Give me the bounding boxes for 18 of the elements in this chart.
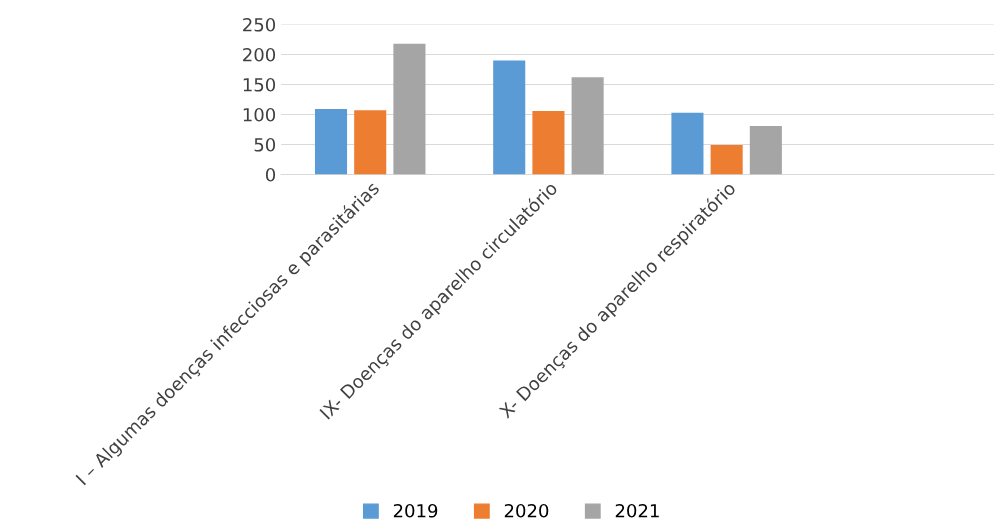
bar xyxy=(749,125,782,175)
y-tick-label: 50 xyxy=(254,137,276,152)
y-tick-label: 150 xyxy=(243,77,276,92)
bar xyxy=(671,112,704,175)
bar xyxy=(710,145,743,175)
bar xyxy=(571,77,604,175)
legend-label: 2019 xyxy=(393,503,438,518)
bar xyxy=(354,110,387,175)
y-tick-label: 0 xyxy=(265,167,276,182)
bar xyxy=(532,110,565,175)
bar xyxy=(493,60,526,175)
bar xyxy=(314,109,348,175)
legend-label: 2020 xyxy=(504,503,549,518)
y-tick-label: 100 xyxy=(243,107,276,122)
y-tick-label: 250 xyxy=(243,17,276,32)
bar xyxy=(393,43,426,175)
legend-label: 2021 xyxy=(615,503,659,518)
y-tick-label: 200 xyxy=(243,47,276,62)
